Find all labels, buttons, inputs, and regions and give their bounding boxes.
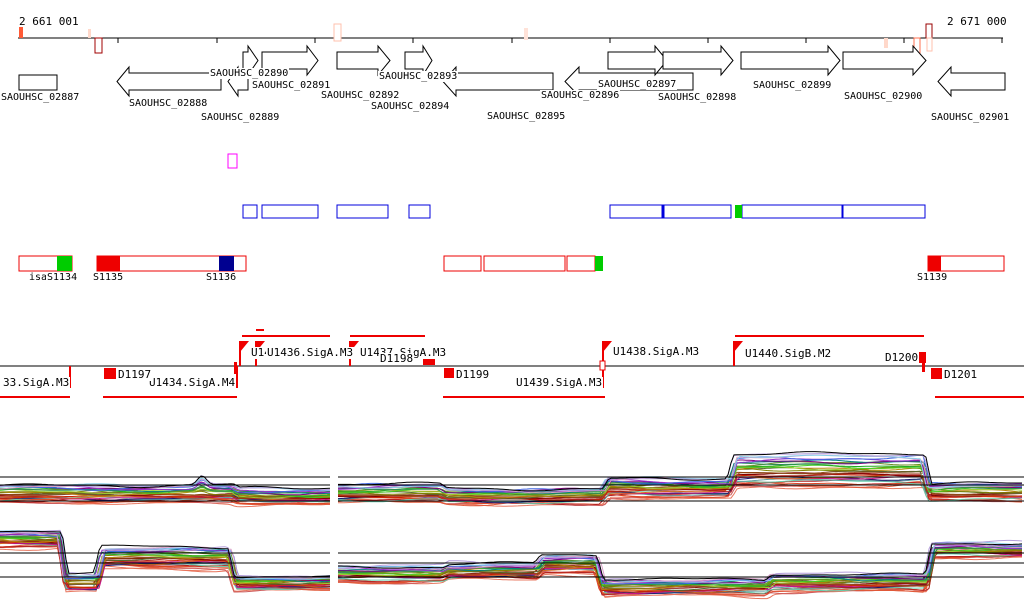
gene-arrow-SAOUHSC_02888[interactable] — [116, 65, 222, 98]
transcript-label-S1136: S1136 — [205, 272, 238, 283]
gene-label-SAOUHSC_02890: SAOUHSC_02890 — [209, 68, 290, 79]
promoter-flag-forward[interactable] — [603, 341, 612, 352]
blue-feature-box[interactable] — [261, 204, 319, 219]
promoter-label-U1436-SigA-M3: U1436.SigA.M3 — [266, 346, 355, 359]
gene-arrow-SAOUHSC_02892[interactable] — [336, 44, 391, 77]
ruler-marker[interactable] — [88, 29, 91, 38]
gene-arrow-SAOUHSC_02899[interactable] — [740, 44, 841, 77]
transcript-box-segment — [928, 256, 941, 271]
transcript-box-segment — [97, 256, 120, 271]
signal-tick — [922, 363, 925, 372]
gene-arrow-SAOUHSC_02900[interactable] — [842, 44, 927, 77]
gene-label-SAOUHSC_02899: SAOUHSC_02899 — [752, 80, 833, 91]
terminator-label-D1200: D1200 — [884, 351, 920, 364]
blue-feature-box[interactable] — [242, 204, 258, 219]
gene-label-SAOUHSC_02889: SAOUHSC_02889 — [200, 112, 281, 123]
transcript-label-isaA: isaA — [28, 272, 55, 283]
transcript-label-S1134: S1134 — [46, 272, 79, 283]
ruler-marker[interactable] — [19, 27, 23, 38]
gene-arrow-SAOUHSC_02887[interactable] — [18, 74, 58, 91]
promoter-label-33-SigA-M3: 33.SigA.M3 — [2, 376, 71, 389]
signal-tick — [234, 362, 237, 374]
promoter-label-U1439-SigA-M3: U1439.SigA.M3 — [515, 376, 604, 389]
promoter-label-U1440-SigB-M2: U1440.SigB.M2 — [744, 347, 833, 360]
blue-feature-box[interactable] — [842, 204, 926, 219]
gene-arrow-SAOUHSC_02893[interactable] — [404, 44, 433, 77]
gene-label-SAOUHSC_02892: SAOUHSC_02892 — [320, 90, 401, 101]
gene-label-SAOUHSC_02894: SAOUHSC_02894 — [370, 101, 451, 112]
terminator-label-D1199: D1199 — [455, 368, 491, 381]
transcript-box[interactable] — [483, 255, 566, 272]
terminator-marker-D1198[interactable] — [423, 355, 435, 365]
transcript-label-S1135: S1135 — [92, 272, 125, 283]
ruler-marker[interactable] — [94, 37, 103, 54]
magenta-feature-box[interactable] — [227, 153, 238, 169]
promoter-label-U1438-SigA-M3: U1438.SigA.M3 — [612, 345, 701, 358]
terminator-marker-D1197[interactable] — [104, 368, 116, 379]
blue-feature-box[interactable] — [741, 204, 843, 219]
gene-arrow-SAOUHSC_02898[interactable] — [662, 44, 734, 77]
ruler-marker[interactable] — [925, 23, 933, 39]
ruler-marker[interactable] — [926, 37, 933, 52]
promoter-flag-forward[interactable] — [734, 341, 743, 352]
gene-label-SAOUHSC_02893: SAOUHSC_02893 — [378, 71, 459, 82]
terminator-label-D1197: D1197 — [117, 368, 153, 381]
gene-arrow-SAOUHSC_02901[interactable] — [937, 65, 1006, 98]
blue-feature-box[interactable] — [609, 204, 732, 219]
blue-feature-box[interactable] — [408, 204, 431, 219]
terminator-label-D1201: D1201 — [943, 368, 979, 381]
gene-label-SAOUHSC_02888: SAOUHSC_02888 — [128, 98, 209, 109]
transcript-box-segment — [219, 256, 234, 271]
ruler-marker[interactable] — [524, 28, 528, 40]
promoter-label-U1434-SigA-M4: U1434.SigA.M4 — [148, 376, 237, 389]
gene-label-SAOUHSC_02901: SAOUHSC_02901 — [930, 112, 1011, 123]
gene-label-SAOUHSC_02895: SAOUHSC_02895 — [486, 111, 567, 122]
terminator-marker-D1199[interactable] — [444, 368, 454, 378]
gene-label-SAOUHSC_02897: SAOUHSC_02897 — [597, 79, 678, 90]
transcript-box-segment — [57, 256, 72, 271]
terminator-marker-D1201[interactable] — [931, 368, 942, 379]
gene-arrow-SAOUHSC_02894[interactable] — [442, 65, 554, 98]
transcript-box[interactable] — [443, 255, 482, 272]
green-feature-box[interactable] — [735, 205, 742, 218]
gene-label-SAOUHSC_02891: SAOUHSC_02891 — [251, 80, 332, 91]
ruler-marker[interactable] — [884, 38, 888, 48]
transcript-box[interactable] — [566, 255, 596, 272]
signal-tick-outline — [599, 360, 606, 371]
terminator-label-D1198: D1198 — [379, 352, 415, 365]
ruler-start-label: 2 661 001 — [19, 15, 79, 28]
ruler-end-label: 2 671 000 — [947, 15, 1007, 28]
transcript-label-S1139: S1139 — [916, 272, 949, 283]
ruler-marker[interactable] — [333, 23, 342, 42]
terminator-marker-D1200[interactable] — [915, 352, 926, 363]
gene-label-SAOUHSC_02887: SAOUHSC_02887 — [0, 92, 81, 103]
gene-label-SAOUHSC_02896: SAOUHSC_02896 — [540, 90, 621, 101]
green-end-segment — [595, 256, 603, 271]
blue-feature-box[interactable] — [336, 204, 389, 219]
gene-arrow-SAOUHSC_02897[interactable] — [607, 44, 668, 77]
gene-label-SAOUHSC_02900: SAOUHSC_02900 — [843, 91, 924, 102]
gene-label-SAOUHSC_02898: SAOUHSC_02898 — [657, 92, 738, 103]
promoter-flag-forward[interactable] — [240, 341, 249, 352]
